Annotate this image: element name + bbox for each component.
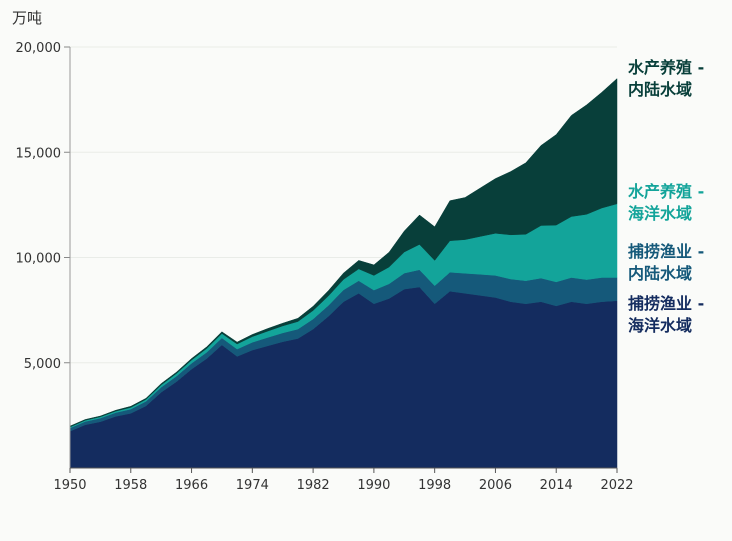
y-unit-label: 万吨	[12, 9, 42, 27]
x-tick-label: 1966	[175, 478, 208, 493]
legend-label-line2: 海洋水域	[628, 204, 692, 223]
x-tick-label: 2014	[540, 478, 573, 493]
y-tick-label: 20,000	[16, 41, 62, 56]
x-tick-label: 1990	[357, 478, 390, 493]
area-series-4	[69, 78, 618, 428]
area-series-1	[69, 286, 618, 469]
x-tick-label: 1958	[114, 478, 147, 493]
x-tick-label: 1982	[297, 478, 330, 493]
x-tick-label: 2022	[600, 478, 633, 493]
legend-label-line1: 捕捞渔业 -	[628, 242, 704, 261]
x-tick-label: 1950	[53, 478, 86, 493]
y-tick-label: 5,000	[24, 357, 61, 372]
x-tick-label: 1998	[418, 478, 451, 493]
legend-label-line2: 内陆水域	[628, 80, 692, 99]
x-tick-label: 1974	[236, 478, 269, 493]
area-series	[69, 78, 618, 469]
legend-label-line2: 海洋水域	[628, 316, 692, 335]
x-tick-label: 2006	[479, 478, 512, 493]
axes: 5,000 10,000 15,000 20,000 1950 1958 1966 1974 1…	[16, 41, 634, 493]
y-tick-label: 10,000	[16, 252, 62, 267]
legend-label-line1: 水产养殖 -	[628, 182, 704, 201]
legend-label-line2: 内陆水域	[628, 264, 692, 283]
legend-label-line1: 水产养殖 -	[628, 58, 704, 77]
y-tick-label: 15,000	[16, 146, 62, 161]
legend-label-line1: 捕捞渔业 -	[628, 294, 704, 313]
